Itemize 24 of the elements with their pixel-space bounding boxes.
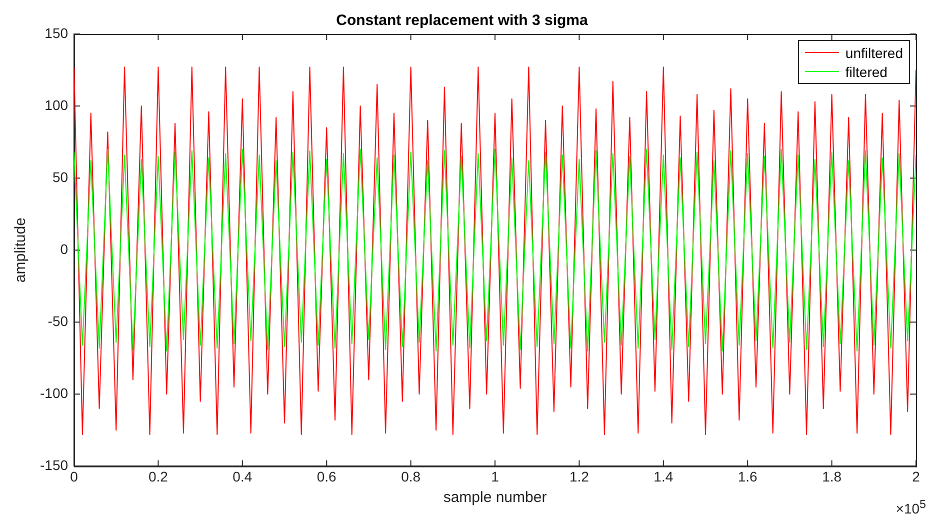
y-tick-label: 50 bbox=[52, 168, 68, 185]
x-tick-label: 0.2 bbox=[148, 468, 168, 484]
x-tick-label: 2 bbox=[912, 468, 920, 484]
y-tick-label: 150 bbox=[44, 24, 68, 41]
x-tick-label: 1 bbox=[491, 468, 500, 484]
x-tick-label: 1.4 bbox=[654, 468, 674, 484]
x-tick-label: 1.6 bbox=[738, 468, 758, 484]
y-tick-label: -150 bbox=[40, 457, 68, 474]
x-tick-label: 1.2 bbox=[569, 468, 590, 484]
y-tick-label: -50 bbox=[48, 312, 68, 329]
x-tick-label: 1.8 bbox=[822, 468, 842, 484]
y-tick-label: 100 bbox=[44, 96, 68, 113]
x-tick-label: 0.6 bbox=[316, 468, 337, 484]
x-tick-label: 0.4 bbox=[232, 468, 252, 484]
x-tick-label: 0 bbox=[70, 468, 78, 484]
y-tick-label: -100 bbox=[40, 385, 68, 402]
y-tick-label: 0 bbox=[60, 240, 68, 257]
text: ×10$^{5}$ bbox=[896, 498, 926, 517]
legend-label: filtered bbox=[845, 64, 888, 80]
x-axis-title: sample number bbox=[443, 489, 547, 506]
y-axis-title: amplitude bbox=[12, 218, 30, 283]
x-tick-label: 0.8 bbox=[401, 468, 421, 484]
legend-label: unfiltered bbox=[845, 44, 903, 60]
chart-title: Constant replacement with 3 sigma bbox=[336, 12, 589, 30]
